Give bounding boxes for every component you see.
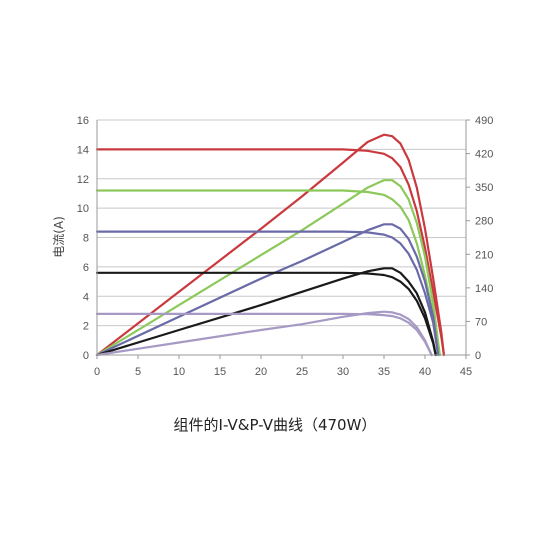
y-tick-label: 12: [77, 174, 89, 186]
y2-tick-label: 350: [475, 182, 493, 194]
iv-curve-line: [95, 230, 440, 357]
y-axis-label: 电流(A): [52, 216, 66, 258]
x-tick-label: 35: [378, 366, 390, 378]
y2-tick-label: 420: [475, 149, 493, 161]
iv-curve-line: [95, 312, 433, 357]
y2-tick-label: 490: [475, 115, 493, 127]
y2-tick-label: 210: [475, 249, 493, 261]
y-tick-label: 8: [83, 233, 89, 245]
x-tick-label: 0: [94, 366, 100, 378]
y2-tick-label: 0: [475, 350, 481, 362]
x-tick-label: 40: [419, 366, 431, 378]
x-tick-label: 45: [460, 366, 472, 378]
pv-curve-line: [95, 223, 440, 357]
iv-curve-line: [95, 189, 441, 357]
y-tick-label: 6: [83, 262, 89, 274]
y-tick-label: 10: [77, 203, 89, 215]
y-tick-label: 0: [83, 350, 89, 362]
iv-curve-line: [95, 148, 445, 357]
x-tick-label: 20: [255, 366, 267, 378]
y2-tick-label: 140: [475, 283, 493, 295]
y2-tick-label: 70: [475, 316, 487, 328]
series-layer: [95, 133, 445, 357]
y2-tick-label: 280: [475, 216, 493, 228]
pv-curve-line: [95, 133, 445, 357]
x-tick-label: 5: [135, 366, 141, 378]
pv-curve-line: [95, 267, 437, 357]
y-tick-label: 2: [83, 321, 89, 333]
pv-curve-line: [95, 310, 433, 357]
pv-curve-line: [95, 179, 441, 357]
iv-curve-line: [95, 271, 437, 357]
x-tick-label: 25: [296, 366, 308, 378]
axis-layer: 0 2 4 6 8 10 12 14 16 0 70 140 210 280 350 420 490 0 5 10 15…: [77, 115, 494, 378]
x-tick-label: 10: [173, 366, 185, 378]
y-tick-label: 14: [77, 144, 89, 156]
y-tick-label: 4: [83, 291, 89, 303]
x-tick-label: 15: [214, 366, 226, 378]
chart-caption: 组件的I-V&P-V曲线（470W）: [173, 416, 377, 434]
x-tick-label: 30: [337, 366, 349, 378]
y-tick-label: 16: [77, 115, 89, 127]
